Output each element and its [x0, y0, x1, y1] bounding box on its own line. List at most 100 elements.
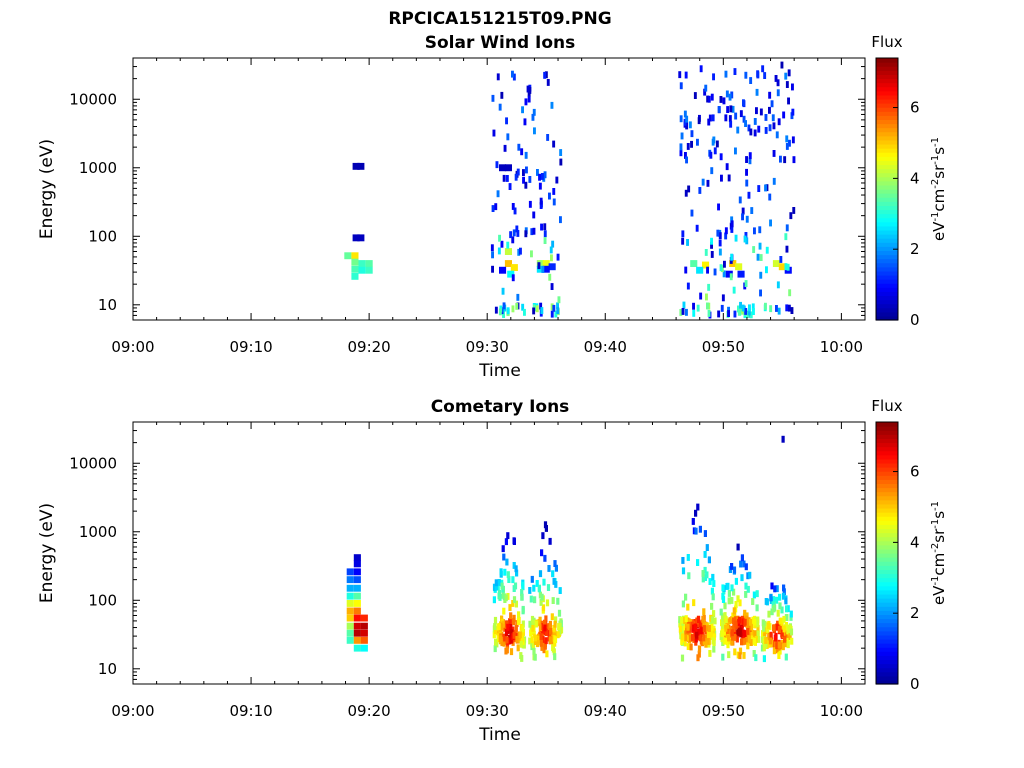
heatmap-cell-90	[494, 627, 498, 635]
heatmap-cell-198	[753, 129, 757, 137]
heatmap-cell-314	[759, 108, 763, 116]
heatmap-cell-65	[516, 230, 520, 237]
colorbar-step	[876, 589, 898, 595]
heatmap-cell-386	[679, 82, 683, 90]
heatmap-cell-238	[759, 289, 762, 297]
heatmap-cell-164	[540, 307, 544, 314]
heatmap-cell-485	[709, 630, 713, 637]
heatmap-cell-179	[745, 168, 748, 176]
x-tick-label: 09:50	[702, 702, 745, 720]
heatmap-cell-594	[742, 629, 746, 637]
heatmap-cell-263	[552, 577, 556, 585]
heatmap-cell-405	[701, 570, 705, 577]
heatmap-cell-242	[758, 226, 762, 234]
heatmap-cell-26	[353, 644, 361, 652]
heatmap-cell-10	[358, 266, 366, 274]
heatmap-cell-639	[739, 560, 743, 568]
heatmap-cell-504	[705, 571, 709, 579]
heatmap-cell-295	[679, 309, 683, 316]
heatmap-cell-42	[491, 265, 494, 273]
heatmap-cell-288	[734, 234, 738, 242]
heatmap-cell-303	[791, 108, 795, 116]
heatmap-cell-40	[511, 600, 515, 607]
colorbar-step	[876, 422, 898, 427]
heatmap-cell-12	[346, 607, 354, 615]
heatmap-cell-137	[512, 596, 517, 604]
colorbar-step	[876, 495, 898, 501]
heatmap-cell-393	[692, 302, 695, 310]
heatmap-cell-671	[727, 590, 731, 597]
colorbar-step	[876, 553, 898, 558]
heatmap-cell-432	[681, 600, 685, 608]
colorbar-step	[876, 58, 898, 63]
heatmap-cell-440	[712, 645, 716, 653]
heatmap-cell-256	[725, 90, 729, 98]
heatmap-cell-380	[712, 136, 716, 144]
colorbar-step	[876, 573, 898, 579]
heatmap-cell-361	[724, 114, 728, 122]
colorbar-tick-label: 4	[910, 169, 920, 187]
heatmap-cell-799	[783, 640, 787, 648]
heatmap-cell-133	[517, 611, 521, 619]
heatmap-cell-362	[711, 114, 715, 122]
heatmap-cell-469	[678, 625, 682, 633]
heatmap-cell-3	[353, 568, 361, 576]
heatmap-cell-505	[692, 599, 696, 607]
heatmap-cell-127	[505, 558, 509, 566]
heatmap-cell-30	[725, 270, 733, 278]
heatmap-cell-145	[511, 70, 514, 78]
heatmap-cell-708	[775, 585, 779, 593]
heatmap-cell-370	[724, 227, 728, 235]
heatmap-cell-501	[693, 623, 697, 631]
heatmap-cell-283	[553, 630, 557, 638]
heatmap-cell-59	[537, 262, 541, 270]
heatmap-cell-250	[550, 630, 555, 638]
heatmap-cell-99	[498, 308, 502, 316]
heatmap-cell-554	[738, 647, 743, 655]
heatmap-cell-17	[346, 622, 354, 630]
heatmap-cell-337	[553, 620, 557, 628]
heatmap-cell-278	[722, 270, 726, 278]
heatmap-cell-298	[739, 301, 742, 309]
colorbar-step	[876, 148, 898, 153]
heatmap-cell-97	[543, 71, 547, 79]
heatmap-cell-733	[778, 593, 782, 601]
heatmap-cell-287	[544, 615, 548, 623]
heatmap-cell-128	[526, 85, 530, 93]
colorbar-step	[876, 638, 898, 644]
heatmap-cell-106	[559, 149, 563, 156]
colorbar-step	[876, 254, 898, 260]
heatmap-cell-338	[785, 224, 789, 232]
colorbar-step	[876, 197, 898, 202]
heatmap-cell-712	[767, 610, 771, 618]
colorbar-step	[876, 598, 898, 603]
heatmap-cell-118	[521, 629, 525, 636]
heatmap-cell-147	[550, 283, 554, 290]
heatmap-cell-302	[684, 266, 688, 274]
heatmap-cell-624	[748, 571, 752, 579]
heatmap-cell-120	[523, 308, 526, 316]
heatmap-cell-153	[524, 230, 528, 238]
heatmap-cell-182	[504, 629, 509, 636]
colorbar-step	[876, 593, 898, 599]
heatmap-cell-479	[707, 556, 711, 564]
heatmap-cell-243	[790, 112, 794, 120]
heatmap-cell-216	[734, 112, 738, 120]
heatmap-cell-373	[710, 167, 714, 175]
heatmap-cell-374	[743, 235, 747, 243]
heatmap-cell-301	[772, 177, 776, 185]
heatmap-cell-180	[698, 187, 702, 194]
heatmap-cell-166	[521, 581, 525, 589]
heatmap-cell-175	[500, 623, 504, 631]
heatmap-cell-699	[775, 646, 779, 654]
heatmap-cell-668	[741, 618, 745, 626]
heatmap-cell-5	[351, 252, 359, 260]
heatmap-cell-151	[494, 638, 498, 646]
heatmap-cell-203	[765, 246, 769, 254]
heatmap-cell-84	[520, 655, 524, 662]
colorbar-step	[876, 221, 898, 227]
heatmap-cell-206	[725, 163, 729, 171]
heatmap-cell-111	[497, 579, 501, 586]
colorbar-step	[876, 561, 898, 566]
colorbar-step	[876, 266, 898, 272]
